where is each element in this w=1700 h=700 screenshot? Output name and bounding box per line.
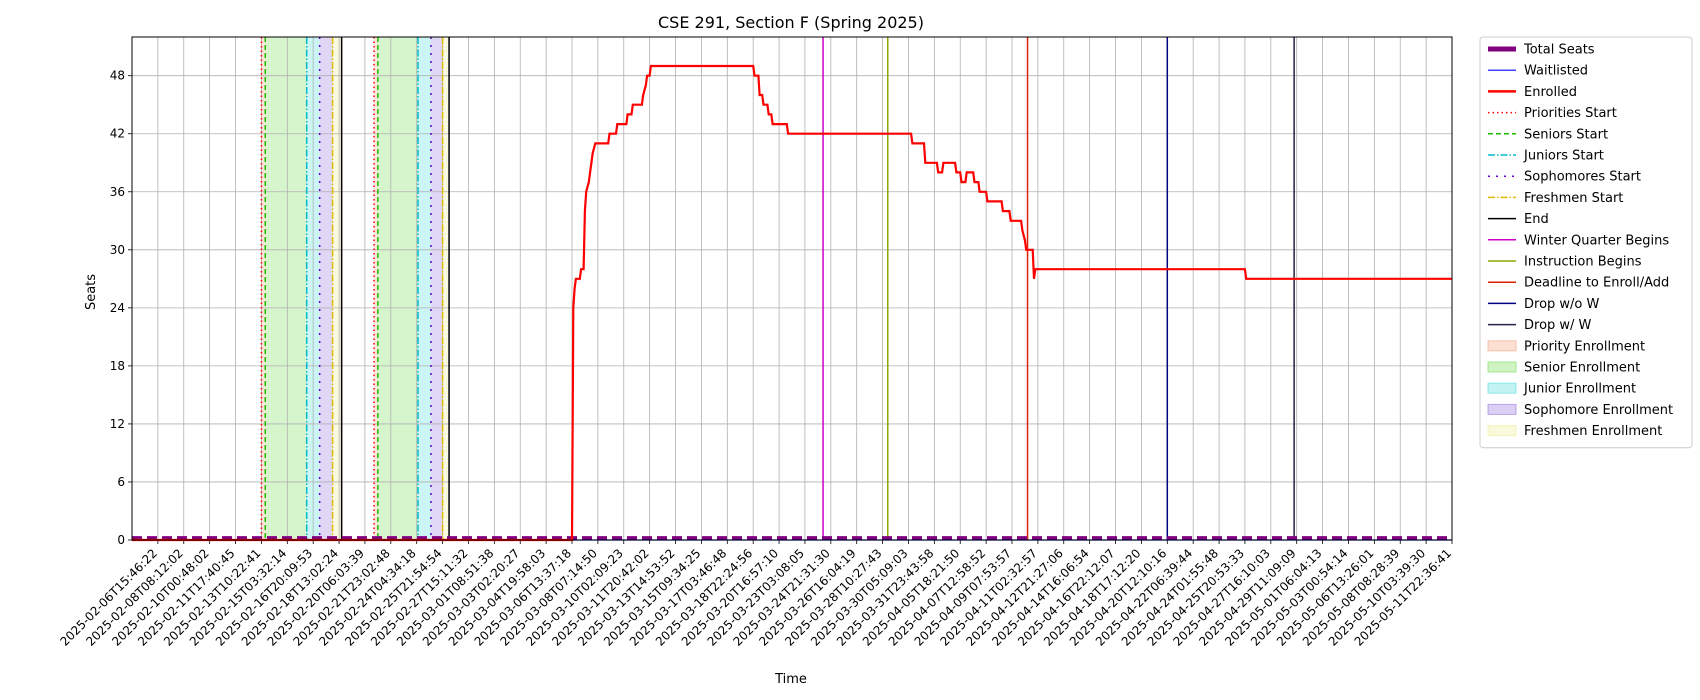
freshmen-enrollment-legend-label: Freshmen Enrollment: [1524, 424, 1662, 439]
priority-enrollment-span: [261, 37, 266, 540]
enrolled-legend-label: Enrolled: [1524, 85, 1577, 100]
senior-enrollment-span: [265, 37, 307, 540]
junior-enrollment-legend-label: Junior Enrollment: [1523, 382, 1636, 397]
plot-frame: [131, 36, 1453, 541]
legend: Total Seats Waitlisted Enrolled Priorities …: [1479, 36, 1693, 449]
junior-enrollment-legend-swatch: [1487, 382, 1517, 394]
y-tick-label: 42: [110, 127, 125, 141]
priority-enrollment-span: [374, 37, 378, 540]
seniors-start-legend-label: Seniors Start: [1524, 127, 1608, 142]
priority-enrollment-legend-swatch: [1487, 340, 1517, 352]
sophomore-enrollment-span: [319, 37, 333, 540]
y-tick-label: 18: [110, 359, 125, 373]
y-tick-label: 6: [117, 475, 125, 489]
x-axis-label: Time: [774, 672, 807, 687]
y-tick-label: 48: [110, 69, 125, 83]
deadline-to-enroll-add-legend-label: Deadline to Enroll/Add: [1524, 276, 1669, 291]
freshmen-start-legend-label: Freshmen Start: [1524, 191, 1623, 206]
freshmen-enrollment-legend-swatch: [1487, 425, 1517, 437]
waitlisted-legend-label: Waitlisted: [1524, 64, 1588, 79]
enrolled-series: [132, 64, 1452, 542]
freshmen-enrollment-span: [332, 37, 342, 540]
drop-w-w-legend-label: Drop w/ W: [1524, 318, 1592, 333]
senior-enrollment-span: [377, 37, 418, 540]
sophomores-start-legend-label: Sophomores Start: [1524, 170, 1641, 185]
y-axis-label: Seats: [84, 274, 99, 310]
winter-quarter-begins-legend-label: Winter Quarter Begins: [1524, 233, 1669, 248]
y-tick-label: 12: [110, 417, 125, 431]
y-tick-label: 0: [117, 533, 125, 547]
chart-title: CSE 291, Section F (Spring 2025): [658, 13, 924, 32]
instruction-begins-legend-label: Instruction Begins: [1524, 255, 1642, 270]
drop-w-o-w-legend-label: Drop w/o W: [1524, 297, 1600, 312]
sophomore-enrollment-span: [430, 37, 443, 540]
plot-area: 2025-02-06T15:46:222025-02-08T08:12:0220…: [57, 36, 1454, 649]
total-seats-legend-label: Total Seats: [1523, 43, 1595, 58]
y-tick-label: 36: [110, 185, 125, 199]
sophomore-enrollment-legend-swatch: [1487, 403, 1517, 415]
juniors-start-legend-label: Juniors Start: [1523, 149, 1604, 164]
senior-enrollment-legend-swatch: [1487, 361, 1517, 373]
priority-enrollment-legend-label: Priority Enrollment: [1524, 339, 1645, 354]
junior-enrollment-span: [418, 37, 431, 540]
legend-box: [1479, 36, 1693, 449]
priorities-start-legend-label: Priorities Start: [1524, 106, 1617, 121]
sophomore-enrollment-legend-label: Sophomore Enrollment: [1524, 403, 1673, 418]
freshmen-enrollment-span: [442, 37, 450, 540]
end-legend-label: End: [1524, 212, 1549, 227]
y-tick-label: 24: [110, 301, 125, 315]
senior-enrollment-legend-label: Senior Enrollment: [1524, 361, 1640, 376]
y-tick-label: 30: [110, 243, 125, 257]
